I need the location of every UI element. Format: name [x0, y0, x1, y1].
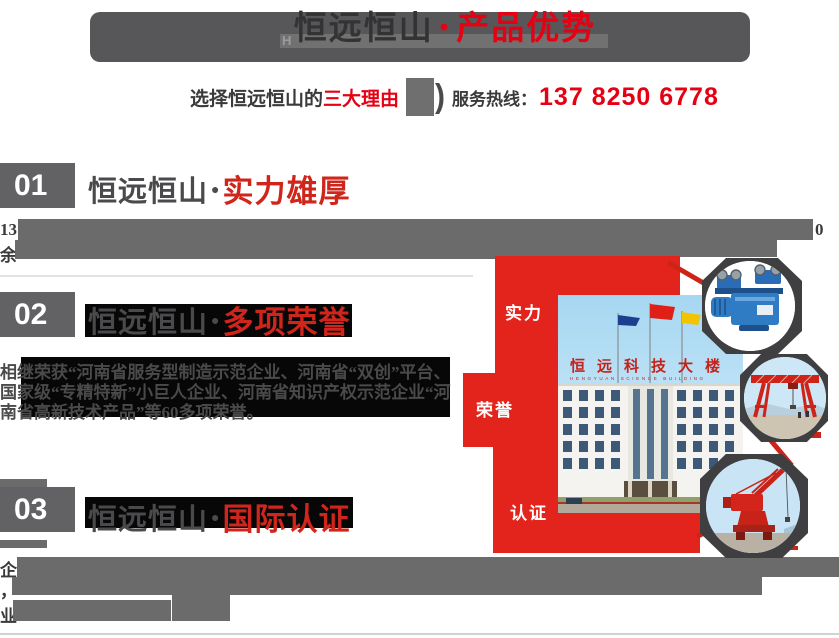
page-title-topic: 产品优势	[456, 9, 597, 46]
section-02-heading-highlight	[85, 304, 352, 337]
page-title: 恒远恒山 • 产品优势	[50, 1, 839, 49]
hoist-photo	[705, 261, 795, 351]
hotline-prefix: 选择恒远恒山的	[190, 88, 324, 110]
section-03-heading-company: 恒远恒山	[88, 503, 209, 536]
section-02-paragraph-highlight	[21, 357, 450, 417]
section-02-dot-icon: ●	[211, 311, 220, 328]
section-divider-1	[0, 275, 473, 277]
banner-subtitle-redaction	[280, 34, 608, 48]
section-01-number: 01	[0, 163, 75, 208]
hoist-art	[705, 261, 795, 351]
section-01-dot-icon: ●	[211, 180, 220, 197]
gantry-crane-art	[744, 357, 826, 439]
section-02-paragraph-line3: 南省高新技术产品”等60多项荣誉。	[0, 403, 264, 422]
section-03-redaction-line2	[12, 577, 762, 595]
section-01-text-fragment-start: 13	[0, 220, 17, 239]
section-03-redaction-line3b	[172, 595, 230, 621]
section-02-heading-company: 恒远恒山	[88, 306, 209, 339]
section-02-paragraph-line1: 相继荣获“河南省服务型制造示范企业、河南省“双创”平台、	[0, 363, 451, 382]
china-flag	[650, 304, 675, 320]
section-03-number: 03	[0, 487, 75, 532]
building-sign: 恒远科技大楼	[570, 357, 732, 375]
panel-label-certification: 认证	[510, 504, 548, 523]
section-03-heading-highlight	[85, 497, 353, 528]
section-01-redaction-line2-right	[627, 239, 777, 257]
port-crane-art	[706, 459, 800, 553]
hotline-label: 服务热线：	[452, 89, 538, 109]
section-03-redaction-line3	[13, 600, 171, 621]
red-panel-honor-step	[463, 373, 558, 447]
gantry-crane-photo	[744, 357, 826, 439]
section-01-text-fragment-line2: 余	[0, 246, 17, 265]
section-02-number: 02	[0, 292, 75, 337]
hotline-phone-number: 137 8250 6778	[539, 82, 719, 111]
section-01-redaction-line1	[18, 219, 813, 240]
hotline-row: 选择恒远恒山的 三大理由 ) 服务热线： 137 8250 6778	[190, 76, 719, 118]
blue-flag	[618, 315, 640, 326]
section-02-heading: 恒远恒山 ● 多项荣誉	[88, 297, 350, 342]
section-03-text-fragment-line3: 业	[0, 607, 17, 626]
section-01-text-fragment-end: 0	[815, 220, 824, 239]
banner-subtitle-fragment: H	[282, 33, 292, 48]
section-03-redaction-line1	[17, 557, 839, 577]
redaction-fragment-b	[0, 540, 47, 548]
section-02-heading-topic: 多项荣誉	[222, 305, 351, 340]
yellow-flag	[682, 312, 701, 325]
building-sign-en: HENGYUAN SCIENCE BUILDING	[570, 376, 706, 381]
phone-icon	[406, 78, 435, 116]
section-01-heading-company: 恒远恒山	[88, 175, 209, 208]
phone-wave-icon: )	[435, 78, 446, 115]
section-01-heading: 恒远恒山 ● 实力雄厚	[88, 166, 350, 211]
panel-label-honor: 荣誉	[476, 401, 514, 420]
port-crane-photo	[706, 459, 800, 553]
red-panel-strength-step	[495, 256, 558, 373]
section-03-heading-topic: 国际认证	[222, 502, 351, 537]
section-03-text-fragment-line1: 企	[0, 561, 17, 580]
panel-label-strength: 实力	[505, 304, 543, 323]
section-03-heading: 恒远恒山 ● 国际认证	[88, 494, 350, 539]
section-03-dot-icon: ●	[211, 508, 220, 525]
hotline-highlight: 三大理由	[323, 88, 400, 110]
section-01-heading-topic: 实力雄厚	[222, 174, 351, 209]
title-dot-icon: •	[439, 14, 451, 41]
section-01-redaction-line2	[15, 240, 627, 259]
page-title-company: 恒远恒山	[293, 9, 434, 46]
bottom-divider	[0, 633, 839, 635]
section-02-paragraph-line2: 国家级“专精特新”小巨人企业、河南省知识产权示范企业“河	[0, 383, 451, 402]
redaction-fragment-a	[0, 479, 47, 488]
